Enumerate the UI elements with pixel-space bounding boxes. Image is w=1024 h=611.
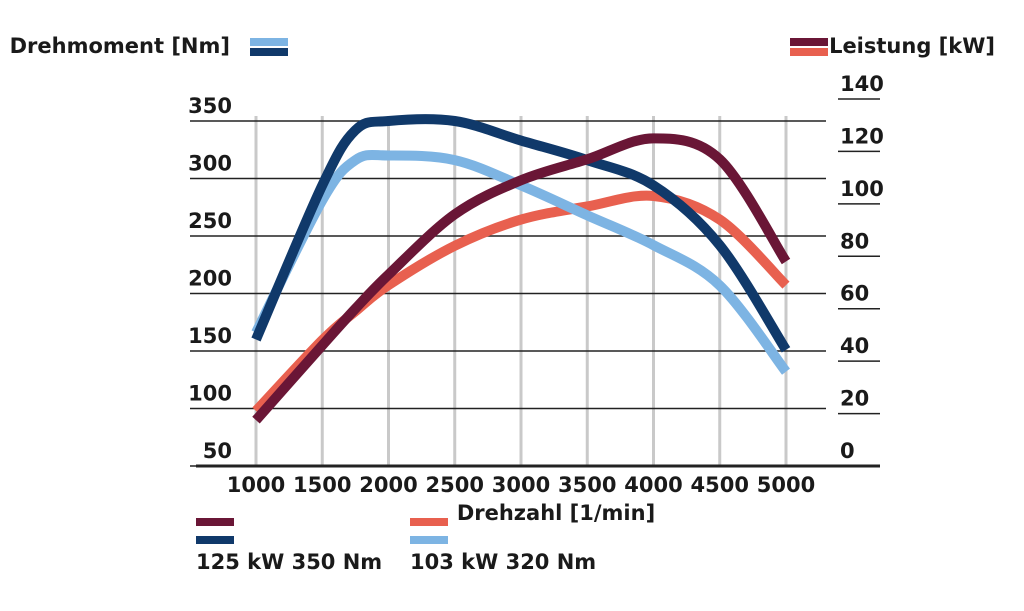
x-tick-label: 3500 bbox=[558, 473, 616, 497]
legend-swatch bbox=[196, 518, 234, 526]
y-tick-label: 100 bbox=[188, 382, 232, 406]
y2-tick-label: 120 bbox=[840, 124, 884, 148]
x-tick-label: 4000 bbox=[624, 473, 682, 497]
legend-label: 103 kW 320 Nm bbox=[410, 550, 596, 574]
y2-tick-label: 20 bbox=[840, 387, 869, 411]
legend-swatch bbox=[196, 536, 234, 544]
legend-swatch bbox=[410, 518, 448, 526]
x-tick-label: 5000 bbox=[757, 473, 815, 497]
y-tick-label: 150 bbox=[188, 324, 232, 348]
y-tick-label: 250 bbox=[188, 209, 232, 233]
x-tick-label: 1000 bbox=[227, 473, 285, 497]
x-tick-label: 1500 bbox=[293, 473, 351, 497]
y-tick-label: 300 bbox=[188, 152, 232, 176]
y2-tick-label: 0 bbox=[840, 439, 855, 463]
x-axis-title: Drehzahl [1/min] bbox=[457, 501, 655, 525]
line bbox=[251, 114, 791, 353]
y-axis-title: Drehmoment [Nm] bbox=[10, 34, 230, 58]
y2-tick-label: 100 bbox=[840, 177, 884, 201]
legend-swatch bbox=[790, 38, 828, 46]
x-tick-label: 3000 bbox=[492, 473, 550, 497]
x-tick-label: 2000 bbox=[359, 473, 417, 497]
y-tick-label: 200 bbox=[188, 267, 232, 291]
line bbox=[252, 133, 791, 424]
y-tick-label: 50 bbox=[203, 439, 232, 463]
line bbox=[251, 149, 790, 375]
legend-swatch bbox=[410, 536, 448, 544]
y2-tick-label: 140 bbox=[840, 72, 884, 96]
y2-tick-label: 60 bbox=[840, 282, 869, 306]
legend-swatch bbox=[250, 48, 288, 56]
x-tick-label: 2500 bbox=[426, 473, 484, 497]
y-tick-label: 350 bbox=[188, 94, 232, 118]
legend-label: 125 kW 350 Nm bbox=[196, 550, 382, 574]
y2-axis-title: Leistung [kW] bbox=[829, 34, 995, 58]
legend-swatch bbox=[790, 48, 828, 56]
x-tick-label: 4500 bbox=[691, 473, 749, 497]
legend-swatch bbox=[250, 38, 288, 46]
y2-tick-label: 80 bbox=[840, 229, 869, 253]
y2-tick-label: 40 bbox=[840, 334, 869, 358]
